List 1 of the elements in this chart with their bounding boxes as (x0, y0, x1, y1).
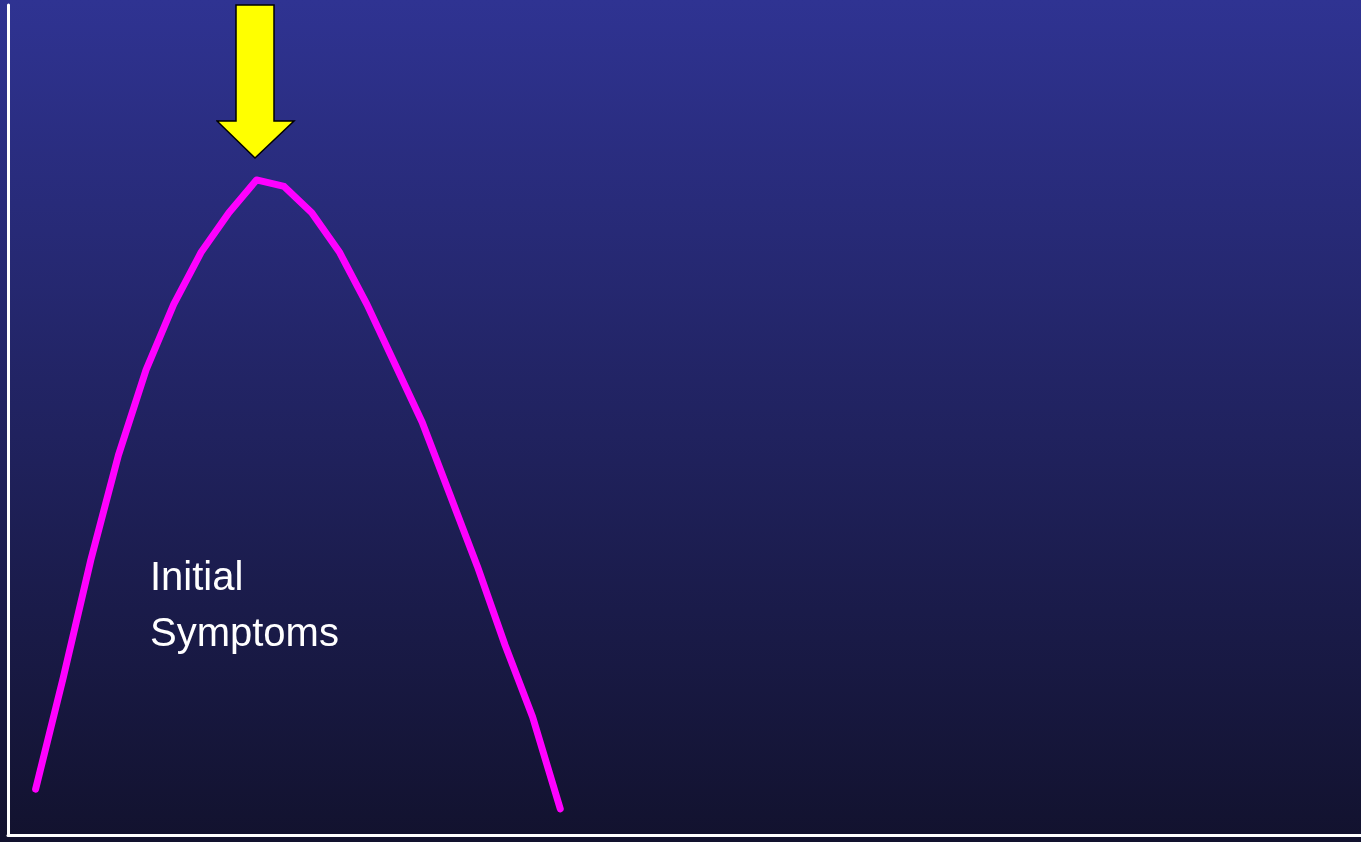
annotation: Initial Symptoms (150, 554, 339, 654)
